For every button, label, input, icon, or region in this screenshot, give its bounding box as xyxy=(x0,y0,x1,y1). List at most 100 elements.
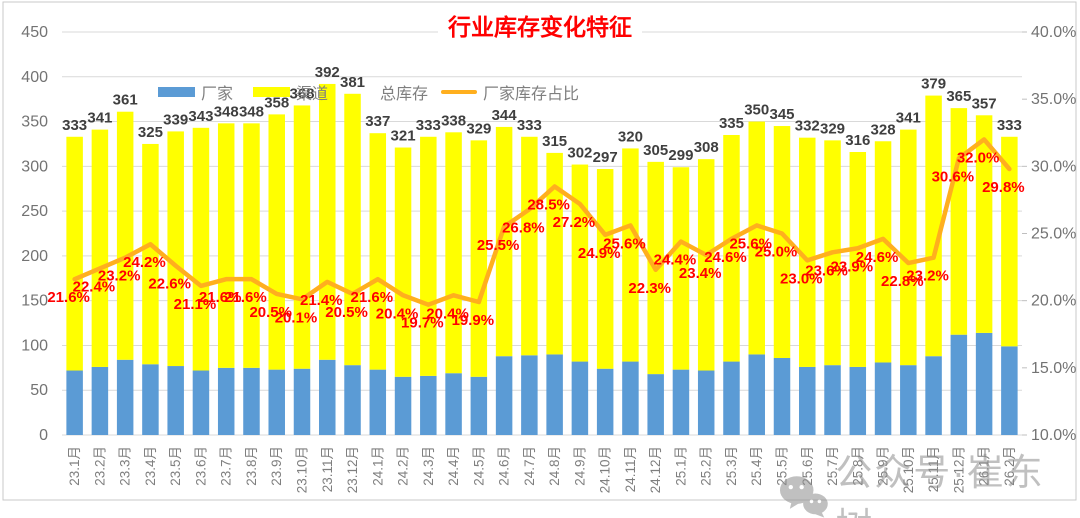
total-inventory-label: 361 xyxy=(113,92,138,109)
bar-manufacturer-24.12月 xyxy=(647,374,664,435)
bar-manufacturer-24.3月 xyxy=(420,375,437,435)
ratio-point-label: 22.8% xyxy=(881,273,924,290)
bar-channel-24.3月 xyxy=(420,136,437,376)
total-inventory-label: 339 xyxy=(163,111,188,128)
bar-manufacturer-24.5月 xyxy=(470,376,488,435)
x-axis-label: 23.5月 xyxy=(168,446,183,486)
x-axis-label: 23.9月 xyxy=(269,446,284,486)
total-inventory-label: 333 xyxy=(62,117,87,134)
bar-channel-24.7月 xyxy=(521,136,538,356)
ratio-point-label: 20.5% xyxy=(325,304,368,321)
ratio-point-label: 25.6% xyxy=(603,235,646,252)
x-axis-label: 25.1月 xyxy=(673,446,688,486)
bar-manufacturer-25.3月 xyxy=(723,361,740,435)
manufacturer-swatch-icon xyxy=(158,87,195,97)
legend-item-channel: 渠道 xyxy=(253,80,328,104)
x-axis-label: 24.2月 xyxy=(396,446,411,486)
bar-channel-25.5月 xyxy=(773,126,791,358)
x-axis-label: 23.11月 xyxy=(320,446,335,492)
left-axis-tick-label: 200 xyxy=(21,248,48,265)
bar-channel-25.3月 xyxy=(723,134,740,362)
ratio-point-label: 21.6% xyxy=(47,289,90,306)
ratio-point-label: 25.5% xyxy=(477,237,520,254)
total-inventory-label: 357 xyxy=(972,95,997,112)
ratio-point-label: 29.8% xyxy=(982,179,1025,196)
x-axis-label: 23.1月 xyxy=(67,446,82,486)
left-axis-tick-label: 400 xyxy=(21,69,48,86)
total-inventory-label: 316 xyxy=(845,132,870,149)
bar-manufacturer-24.9月 xyxy=(571,361,589,435)
bar-manufacturer-26.2月 xyxy=(1001,346,1018,435)
ratio-point-label: 32.0% xyxy=(957,149,1000,166)
x-axis-label: 25.2月 xyxy=(699,446,714,486)
bar-channel-24.2月 xyxy=(394,147,412,377)
x-axis-label: 24.11月 xyxy=(623,446,638,492)
ratio-point-label: 21.6% xyxy=(199,289,242,306)
bar-manufacturer-25.7月 xyxy=(824,365,841,435)
ratio-point-label: 24.6% xyxy=(704,249,747,266)
ratio-point-label: 23.2% xyxy=(98,268,141,285)
ratio-point-label: 24.4% xyxy=(654,252,697,269)
bar-manufacturer-24.8月 xyxy=(546,354,563,435)
total-inventory-label: 358 xyxy=(264,94,289,111)
total-inventory-label: 302 xyxy=(567,145,592,162)
bar-channel-24.8月 xyxy=(546,152,563,355)
total-inventory-label: 315 xyxy=(542,133,567,150)
chart-legend: 厂家 渠道 总库存 厂家库存占比 xyxy=(158,80,579,104)
bar-channel-23.1月 xyxy=(66,136,83,371)
total-inventory-label: 344 xyxy=(492,107,518,124)
ratio-line xyxy=(72,137,1012,307)
ratio-point-label: 19.9% xyxy=(452,312,495,329)
ratio-point-label: 30.6% xyxy=(932,168,975,185)
bar-channel-26.2月 xyxy=(1001,136,1018,347)
left-axis-tick-label: 100 xyxy=(21,337,48,354)
ratio-point-label: 20.4% xyxy=(376,305,419,322)
x-axis-label: 23.3月 xyxy=(118,446,133,486)
total-inventory-label: 337 xyxy=(365,113,390,130)
total-inventory-label: 328 xyxy=(871,121,896,138)
bar-manufacturer-23.12月 xyxy=(344,365,361,435)
x-axis-label: 25.8月 xyxy=(850,446,865,486)
ratio-point-label: 21.6% xyxy=(224,289,267,306)
total-inventory-label: 348 xyxy=(239,103,264,120)
bar-channel-23.11月 xyxy=(319,83,336,360)
bar-manufacturer-25.5月 xyxy=(773,357,791,435)
x-axis-label: 25.3月 xyxy=(724,446,739,486)
bar-manufacturer-25.1月 xyxy=(672,369,690,435)
ratio-point-label: 19.7% xyxy=(401,315,444,332)
ratio-point-label: 23.6% xyxy=(805,262,848,279)
ratio-point-label: 23.4% xyxy=(679,265,722,282)
total-inventory-label: 333 xyxy=(416,117,441,134)
total-inventory-label: 341 xyxy=(896,110,921,127)
x-axis-label: 25.11月 xyxy=(926,446,941,492)
ratio-line-swatch-icon xyxy=(441,90,478,94)
total-inventory-label: 379 xyxy=(921,76,946,93)
x-axis-label: 24.1月 xyxy=(370,446,385,486)
x-axis-label: 23.2月 xyxy=(92,446,107,486)
ratio-point-label: 23.9% xyxy=(831,258,874,275)
bar-channel-23.3月 xyxy=(116,111,134,360)
bar-channel-24.4月 xyxy=(445,132,462,374)
ratio-point-label: 22.3% xyxy=(628,280,671,297)
x-axis-label: 23.10月 xyxy=(295,446,310,493)
x-axis-label: 24.7月 xyxy=(522,446,537,486)
bar-channel-24.9月 xyxy=(571,164,589,362)
total-inventory-label: 392 xyxy=(315,64,340,81)
channel-swatch-icon xyxy=(253,87,291,97)
x-axis-label: 25.4月 xyxy=(749,446,764,486)
right-axis-tick-label: 20.0% xyxy=(1031,293,1076,310)
x-axis-label: 23.7月 xyxy=(219,446,234,486)
bar-channel-24.1月 xyxy=(369,133,387,370)
ratio-point-label: 20.1% xyxy=(275,309,318,326)
bar-manufacturer-26.1月 xyxy=(975,332,993,435)
ratio-point-label: 25.0% xyxy=(755,244,798,261)
total-inventory-label: 332 xyxy=(795,118,820,135)
bar-manufacturer-23.11月 xyxy=(319,359,336,435)
total-swatch-placeholder xyxy=(356,87,374,97)
total-inventory-label: 321 xyxy=(391,128,416,145)
total-inventory-label: 368 xyxy=(289,85,314,102)
bar-manufacturer-23.5月 xyxy=(167,366,184,435)
bar-channel-23.7月 xyxy=(217,123,235,368)
x-axis-label: 24.9月 xyxy=(572,446,587,486)
ratio-point-label: 22.6% xyxy=(148,276,191,293)
